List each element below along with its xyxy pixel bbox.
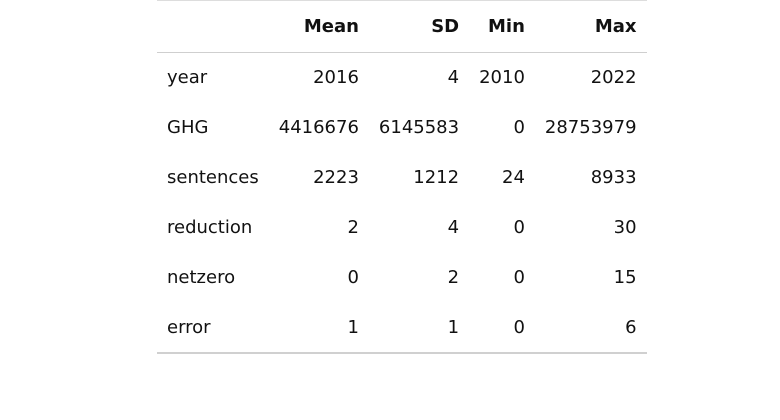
cell-max: 2022 <box>590 67 637 89</box>
cell-min: 24 <box>502 167 525 188</box>
cell-min: 2010 <box>479 67 525 89</box>
cell-sd: 1 <box>368 302 470 354</box>
table-row: netzero 0 2 0 15 <box>157 253 647 303</box>
cell-variable: netzero <box>167 267 236 288</box>
cell-max: 6 <box>534 302 647 354</box>
header-row: Mean SD Min Max <box>157 0 647 53</box>
table-row: sentences 2223 1212 24 8933 <box>157 153 647 203</box>
cell-max: 28753979 <box>544 117 637 138</box>
cell-max: 8933 <box>590 167 637 188</box>
cell-variable: year <box>167 67 208 89</box>
cell-sd: 1212 <box>413 167 460 188</box>
table-row: year 2016 4 2010 2022 <box>157 53 647 103</box>
cell-min: 0 <box>513 217 525 238</box>
table-body: year 2016 4 2010 2022 GHG 4416676 614558… <box>157 53 647 354</box>
header-max: Max <box>534 0 647 53</box>
cell-mean: 2016 <box>313 67 359 89</box>
cell-mean: 0 <box>347 267 359 288</box>
summary-statistics-table: Mean SD Min Max year 2016 4 2010 2022 GH… <box>157 0 647 354</box>
cell-mean: 2 <box>347 217 359 238</box>
table-row: GHG 4416676 6145583 0 28753979 <box>157 103 647 153</box>
table-row: error 1 1 0 6 <box>157 302 647 354</box>
cell-variable: GHG <box>167 117 209 138</box>
cell-variable: error <box>157 302 269 354</box>
cell-max: 15 <box>613 267 637 288</box>
cell-min: 0 <box>513 117 525 138</box>
cell-mean: 4416676 <box>278 117 359 138</box>
cell-max: 30 <box>613 217 637 238</box>
cell-mean: 1 <box>268 302 369 354</box>
header-min: Min <box>469 0 535 53</box>
cell-sd: 4 <box>447 67 460 89</box>
header-variable <box>157 0 269 53</box>
header-mean: Mean <box>268 0 369 53</box>
cell-min: 0 <box>469 302 535 354</box>
cell-sd: 6145583 <box>378 117 460 138</box>
cell-variable: reduction <box>167 217 253 238</box>
cell-sd: 2 <box>447 267 460 288</box>
cell-mean: 2223 <box>313 167 359 188</box>
cell-variable: sentences <box>167 167 259 188</box>
cell-sd: 4 <box>447 217 460 238</box>
table-header: Mean SD Min Max <box>157 0 647 53</box>
table-row: reduction 2 4 0 30 <box>157 203 647 253</box>
header-sd: SD <box>368 0 470 53</box>
cell-min: 0 <box>513 267 525 288</box>
